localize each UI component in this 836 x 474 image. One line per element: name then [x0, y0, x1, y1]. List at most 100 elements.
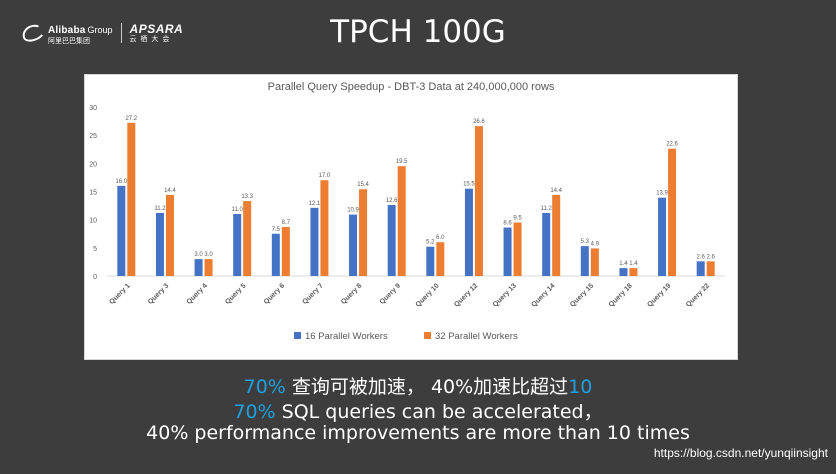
bar — [474, 126, 483, 276]
watermark: https://blog.csdn.net/yunqiinsight — [653, 446, 828, 460]
bar — [243, 201, 252, 276]
legend-label: 32 Parallel Workers — [435, 331, 518, 342]
logo-product-cn: 云 栖 大 会 — [129, 35, 171, 43]
bar — [668, 148, 677, 276]
data-label: 19.5 — [396, 159, 408, 165]
bar — [117, 185, 126, 276]
bar — [281, 226, 290, 276]
logo-divider — [120, 23, 122, 43]
data-label: 13.9 — [656, 191, 668, 197]
bar — [464, 188, 473, 276]
bar — [552, 194, 561, 276]
bar — [194, 259, 203, 276]
category-label: Query 4 — [186, 282, 209, 305]
bar — [155, 212, 164, 276]
bar — [629, 268, 638, 276]
bar — [387, 205, 396, 276]
data-label: 16.0 — [115, 179, 127, 185]
logo: Alibaba Group 阿里巴巴集团 APSARA 云 栖 大 会 — [19, 20, 184, 46]
bar — [696, 261, 705, 276]
data-label: 10.9 — [347, 208, 359, 214]
data-label: 26.6 — [473, 119, 485, 125]
bar — [436, 242, 445, 276]
category-label: Query 19 — [646, 282, 672, 308]
data-label: 13.3 — [241, 194, 253, 200]
bar-chart: 0 5 10 15 20 25 30 16.0 27.2 Query 1 11.2 14.4 Query… — [89, 105, 725, 342]
bar — [271, 233, 280, 276]
logo-brand-suffix: Group — [87, 24, 113, 35]
data-label: 14.4 — [550, 188, 562, 194]
bar — [359, 189, 368, 276]
bar — [658, 197, 667, 276]
category-label: Query 14 — [530, 282, 556, 308]
bar — [542, 212, 551, 276]
bar — [619, 268, 628, 276]
y-tick-label: 25 — [89, 133, 97, 140]
bar — [233, 214, 242, 276]
logo-brand-cn: 阿里巴巴集团 — [48, 37, 90, 45]
bar — [397, 166, 406, 276]
chart-title: Parallel Query Speedup - DBT-3 Data at 2… — [267, 81, 555, 93]
data-label: 7.5 — [272, 227, 281, 233]
bar — [320, 180, 329, 276]
bar — [580, 246, 589, 276]
bar — [513, 222, 522, 276]
data-label: 1.4 — [629, 261, 638, 267]
logo-brand: Alibaba — [48, 24, 86, 36]
caption-line-3: 40% performance improvements are more th… — [146, 422, 690, 444]
caption-1-percent: 70% — [243, 376, 286, 398]
category-label: Query 10 — [415, 282, 441, 308]
category-label: Query 22 — [685, 282, 711, 308]
caption-2-text: SQL queries can be accelerated， — [275, 401, 603, 423]
data-label: 2.6 — [707, 254, 716, 260]
category-label: Query 9 — [379, 282, 402, 305]
data-label: 6.0 — [436, 235, 445, 241]
data-label: 9.5 — [513, 215, 522, 221]
bar — [426, 246, 435, 276]
caption-1-text: 查询可被加速， 40%加速比超过 — [285, 376, 569, 398]
y-tick-label: 5 — [93, 246, 97, 253]
bar — [503, 227, 512, 276]
data-label: 15.5 — [463, 182, 475, 188]
data-label: 15.4 — [357, 182, 369, 188]
data-label: 14.4 — [164, 188, 176, 194]
y-tick-label: 10 — [89, 218, 97, 225]
caption-line-1: 70% 查询可被加速， 40%加速比超过10 — [0, 372, 836, 399]
caption-1-number: 10 — [568, 376, 593, 398]
data-label: 5.2 — [426, 240, 435, 246]
logo-brand-block: Alibaba Group 阿里巴巴集团 — [48, 21, 113, 45]
category-label: Query 1 — [108, 282, 131, 305]
data-label: 11.2 — [541, 206, 553, 212]
category-label: Query 3 — [147, 282, 170, 305]
category-label: Query 5 — [224, 282, 247, 305]
bar — [204, 259, 213, 276]
data-label: 11.2 — [154, 206, 166, 212]
data-label: 12.1 — [309, 201, 321, 207]
bar — [349, 214, 358, 276]
data-label: 4.9 — [591, 241, 600, 247]
data-label: 12.6 — [386, 198, 398, 204]
logo-product: APSARA — [129, 22, 184, 37]
logo-product-block: APSARA 云 栖 大 会 — [130, 23, 184, 43]
legend-swatch — [424, 332, 431, 339]
chart-panel: Parallel Query Speedup - DBT-3 Data at 2… — [84, 74, 738, 360]
data-label: 8.6 — [503, 221, 512, 227]
data-label: 17.0 — [319, 173, 331, 179]
data-label: 11.0 — [232, 207, 244, 213]
legend-swatch — [294, 332, 301, 339]
category-label: Query 18 — [608, 282, 634, 308]
y-tick-label: 30 — [89, 105, 97, 112]
y-tick-label: 0 — [93, 274, 97, 281]
category-label: Query 8 — [340, 282, 363, 305]
bar — [165, 194, 174, 276]
category-label: Query 7 — [301, 282, 324, 305]
data-label: 3.0 — [194, 252, 203, 258]
data-label: 5.3 — [581, 239, 590, 245]
bar — [706, 261, 715, 276]
y-tick-label: 15 — [89, 190, 97, 197]
caption-line-2: 70% SQL queries can be accelerated， — [0, 397, 836, 424]
legend-label: 16 Parallel Workers — [305, 331, 388, 342]
bar — [590, 248, 599, 276]
category-label: Query 6 — [263, 282, 286, 305]
